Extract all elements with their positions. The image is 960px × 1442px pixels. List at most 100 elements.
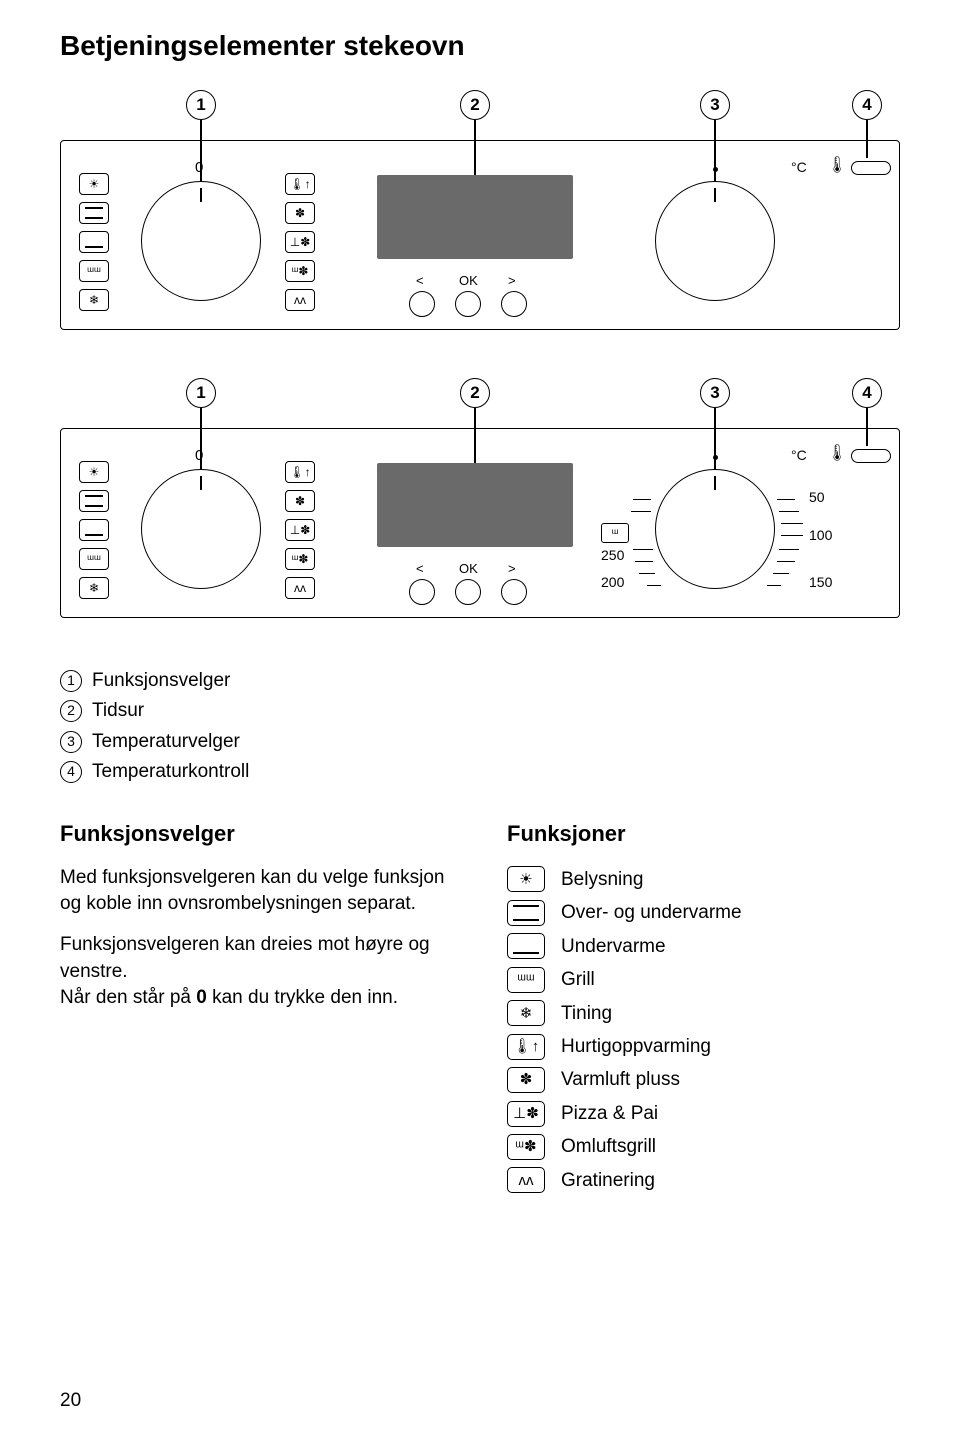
fangrill-icon: ᵚ✽	[285, 260, 315, 282]
callout-2: 2	[460, 378, 490, 408]
zero-label: 0	[195, 447, 203, 464]
func-label: Omluftsgrill	[561, 1132, 656, 1161]
legend-item: 4 Temperaturkontroll	[60, 757, 900, 786]
zero-label: 0	[195, 159, 203, 176]
func-label: Pizza & Pai	[561, 1099, 658, 1128]
temp-100: 100	[809, 527, 832, 543]
func-item: ᵚ✽ Omluftsgrill	[507, 1132, 900, 1161]
func-label: Undervarme	[561, 932, 666, 961]
temp-250: 250	[601, 547, 624, 563]
callout-4: 4	[852, 378, 882, 408]
bot-icon	[79, 231, 109, 253]
prev-button[interactable]	[409, 291, 435, 317]
fanplus-icon: ✽	[285, 490, 315, 512]
knob-pointer	[714, 476, 716, 490]
temp-indicator-pill	[851, 449, 891, 463]
defrost-icon: ❄	[79, 289, 109, 311]
gratin-icon: ᴧᴧ	[507, 1167, 545, 1193]
next-button[interactable]	[501, 579, 527, 605]
icon-col-right: 🌡↑ ✽ ⊥✽ ᵚ✽ ᴧᴧ	[285, 461, 315, 599]
ok-button[interactable]	[455, 291, 481, 317]
temp-indicator-pill	[851, 161, 891, 175]
gratin-icon: ᴧᴧ	[285, 577, 315, 599]
fanplus-icon: ✽	[507, 1067, 545, 1093]
control-panel-1: ☀ ᵚᵚ ❄ 🌡↑ ✽ ⊥✽ ᵚ✽ ᴧᴧ 0 < OK	[60, 140, 900, 330]
light-icon: ☀	[79, 173, 109, 195]
temp-200: 200	[601, 574, 624, 590]
legend-label: Temperaturkontroll	[92, 757, 249, 786]
callout-4: 4	[852, 90, 882, 120]
func-label: Hurtigoppvarming	[561, 1032, 711, 1061]
callout-3: 3	[700, 90, 730, 120]
thermometer-icon: 🌡	[827, 446, 847, 462]
prev-button[interactable]	[409, 579, 435, 605]
temperature-knob[interactable]	[655, 181, 775, 301]
func-item: Over- og undervarme	[507, 898, 900, 927]
knob-pointer	[200, 188, 202, 202]
defrost-icon: ❄	[79, 577, 109, 599]
bot-icon	[507, 933, 545, 959]
display	[377, 463, 573, 547]
func-item: ☀Belysning	[507, 865, 900, 894]
topbot-icon	[79, 202, 109, 224]
ok-button[interactable]	[455, 579, 481, 605]
func-item: ⊥✽Pizza & Pai	[507, 1099, 900, 1128]
func-item: 🌡↑ Hurtigoppvarming	[507, 1032, 900, 1061]
knob-pointer	[200, 476, 202, 490]
func-label: Grill	[561, 965, 595, 994]
rapid-icon: 🌡↑	[285, 173, 315, 195]
fangrill-icon: ᵚ✽	[285, 548, 315, 570]
grill-icon: ᵚᵚ	[79, 548, 109, 570]
callout-1: 1	[186, 90, 216, 120]
fanplus-icon: ✽	[285, 202, 315, 224]
func-label: Over- og undervarme	[561, 898, 742, 927]
p2b-prefix: Når den står på	[60, 987, 196, 1008]
panel-1-wrap: 1 2 3 4 ☀ ᵚᵚ ❄ 🌡↑ ✽ ⊥✽ ᵚ✽ ᴧᴧ 0	[60, 90, 900, 330]
function-list: ☀Belysning Over- og undervarme Undervarm…	[507, 865, 900, 1195]
legend-num: 2	[60, 700, 82, 722]
ok-label: OK	[459, 561, 478, 576]
temp-150: 150	[809, 574, 832, 590]
bot-icon	[79, 519, 109, 541]
func-item: ✽ Varmluft pluss	[507, 1065, 900, 1094]
light-icon: ☀	[79, 461, 109, 483]
next-label: >	[508, 273, 516, 288]
legend-num: 3	[60, 731, 82, 753]
legend-label: Temperaturvelger	[92, 727, 240, 756]
icon-col-left: ☀ ᵚᵚ ❄	[79, 461, 109, 599]
fangrill-icon: ᵚ✽	[507, 1134, 545, 1160]
icon-col-right: 🌡↑ ✽ ⊥✽ ᵚ✽ ᴧᴧ	[285, 173, 315, 311]
display	[377, 175, 573, 259]
legend-num: 4	[60, 761, 82, 783]
grill-icon-small: ᵚ	[601, 523, 629, 543]
knob-pointer	[714, 188, 716, 202]
panel-2-wrap: 1 2 3 4 ☀ ᵚᵚ ❄ 🌡↑ ✽ ⊥✽ ᵚ✽ ᴧᴧ 0	[60, 378, 900, 618]
legend-item: 3 Temperaturvelger	[60, 727, 900, 756]
button-row: < OK >	[409, 579, 527, 605]
right-column: Funksjoner ☀Belysning Over- og undervarm…	[507, 821, 900, 1199]
light-icon: ☀	[507, 866, 545, 892]
c-label: °C	[791, 447, 807, 463]
legend-item: 2 Tidsur	[60, 696, 900, 725]
function-knob[interactable]	[141, 469, 261, 589]
legend-item: 1Funksjonsvelger	[60, 666, 900, 695]
next-button[interactable]	[501, 291, 527, 317]
callout-1: 1	[186, 378, 216, 408]
button-row: < OK >	[409, 291, 527, 317]
c-label: °C	[791, 159, 807, 175]
thermometer-icon: 🌡	[827, 158, 847, 174]
func-label: Varmluft pluss	[561, 1065, 680, 1094]
func-label: Tining	[561, 999, 612, 1028]
rapid-icon: 🌡↑	[507, 1034, 545, 1060]
indicator-dot	[713, 455, 718, 460]
next-label: >	[508, 561, 516, 576]
temperature-knob[interactable]	[655, 469, 775, 589]
page-title: Betjeningselementer stekeovn	[60, 30, 900, 62]
grill-icon: ᵚᵚ	[79, 260, 109, 282]
function-knob[interactable]	[141, 181, 261, 301]
prev-label: <	[416, 561, 424, 576]
icon-col-left: ☀ ᵚᵚ ❄	[79, 173, 109, 311]
defrost-icon: ❄	[507, 1000, 545, 1026]
temp-50: 50	[809, 489, 825, 505]
legend-label: Tidsur	[92, 696, 144, 725]
